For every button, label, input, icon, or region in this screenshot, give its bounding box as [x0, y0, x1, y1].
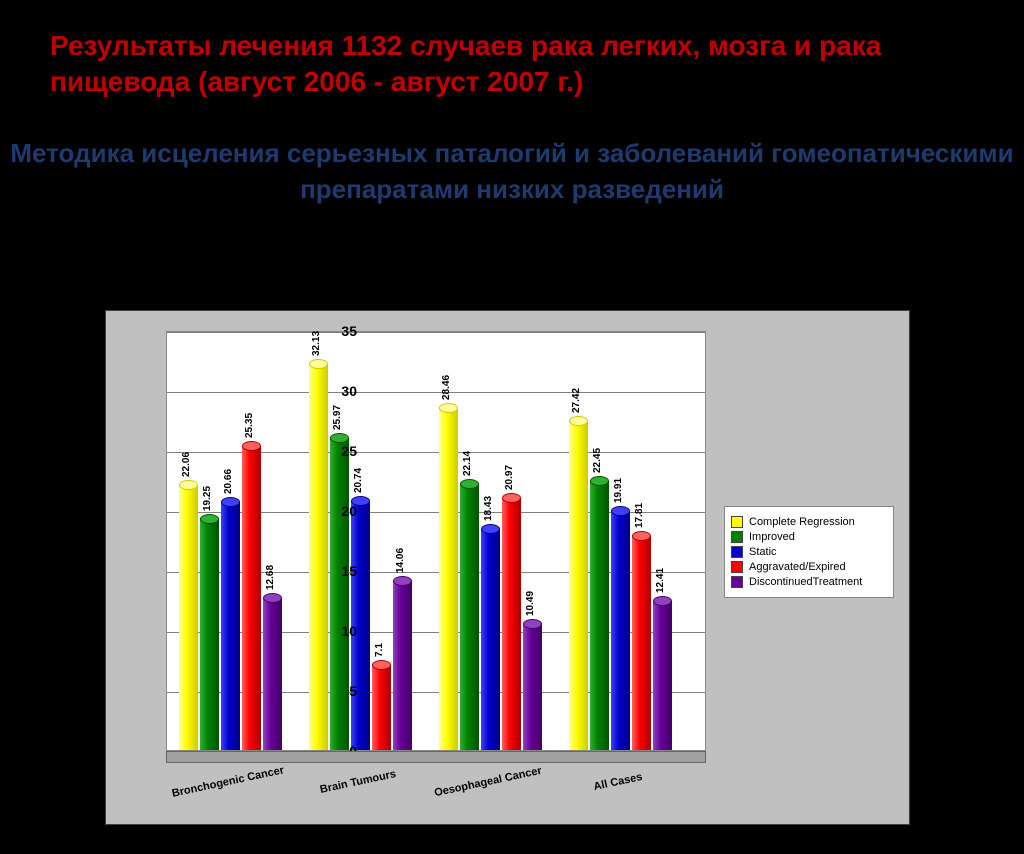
- bar-value-label: 20.97: [504, 465, 515, 490]
- y-tick-label: 10: [317, 623, 357, 639]
- bar: 27.42: [569, 421, 588, 750]
- legend-item: Improved: [731, 531, 887, 543]
- legend-item: Aggravated/Expired: [731, 561, 887, 573]
- bar-value-label: 22.45: [592, 448, 603, 473]
- plot-area: 22.0619.2520.6625.3512.6832.1325.9720.74…: [166, 331, 706, 751]
- bar: 22.06: [179, 485, 198, 750]
- bar-value-label: 22.14: [462, 451, 473, 476]
- bar: 22.14: [460, 484, 479, 750]
- legend-label: Aggravated/Expired: [749, 561, 846, 573]
- bar-value-label: 19.25: [202, 486, 213, 511]
- bar: 12.68: [263, 598, 282, 750]
- legend-label: DiscontinuedTreatment: [749, 576, 862, 588]
- bar-value-label: 20.66: [223, 469, 234, 494]
- y-tick-label: 25: [317, 443, 357, 459]
- legend-swatch: [731, 531, 743, 543]
- bar-value-label: 10.49: [525, 591, 536, 616]
- grid-line: [167, 392, 705, 393]
- bar-value-label: 14.06: [395, 548, 406, 573]
- legend-label: Improved: [749, 531, 795, 543]
- bar: 20.66: [221, 502, 240, 750]
- x-category-label: Oesophageal Cancer: [428, 764, 548, 801]
- legend: Complete Regression Improved Static Aggrava…: [724, 506, 894, 598]
- grid-line: [167, 332, 705, 333]
- bar: 10.49: [523, 624, 542, 750]
- bar: 7.1: [372, 665, 391, 750]
- bar: 19.91: [611, 511, 630, 750]
- bar: 20.97: [502, 498, 521, 750]
- bar-value-label: 12.68: [265, 565, 276, 590]
- y-tick-label: 5: [317, 683, 357, 699]
- bar-value-label: 12.41: [655, 568, 666, 593]
- chart-container: 22.0619.2520.6625.3512.6832.1325.9720.74…: [105, 310, 910, 825]
- legend-label: Complete Regression: [749, 516, 855, 528]
- bar-value-label: 7.1: [374, 643, 385, 657]
- y-tick-label: 35: [317, 323, 357, 339]
- y-tick-label: 20: [317, 503, 357, 519]
- legend-swatch: [731, 561, 743, 573]
- x-axis-base: [166, 751, 706, 763]
- legend-swatch: [731, 576, 743, 588]
- x-category-label: Bronchogenic Cancer: [168, 764, 288, 801]
- bar-value-label: 25.97: [332, 405, 343, 430]
- bar-value-label: 27.42: [571, 388, 582, 413]
- bar-value-label: 19.91: [613, 478, 624, 503]
- bar: 12.41: [653, 601, 672, 750]
- bar: 28.46: [439, 408, 458, 750]
- bar: 22.45: [590, 481, 609, 750]
- bar-value-label: 22.06: [181, 452, 192, 477]
- x-category-label: Brain Tumours: [298, 764, 418, 801]
- bar-value-label: 18.43: [483, 496, 494, 521]
- x-category-label: All Cases: [558, 764, 678, 801]
- bar: 14.06: [393, 581, 412, 750]
- bar: 18.43: [481, 529, 500, 750]
- bar: 17.81: [632, 536, 651, 750]
- bar-value-label: 28.46: [441, 375, 452, 400]
- legend-item: Static: [731, 546, 887, 558]
- legend-label: Static: [749, 546, 777, 558]
- legend-swatch: [731, 546, 743, 558]
- bar-value-label: 20.74: [353, 468, 364, 493]
- bar: 19.25: [200, 519, 219, 750]
- bar: 25.97: [330, 438, 349, 750]
- bar: 25.35: [242, 446, 261, 750]
- bar-value-label: 17.81: [634, 503, 645, 528]
- y-tick-label: 30: [317, 383, 357, 399]
- title-red: Результаты лечения 1132 случаев рака лег…: [50, 28, 984, 101]
- title-blue: Методика исцеления серьезных паталогий и…: [0, 135, 1024, 208]
- legend-swatch: [731, 516, 743, 528]
- y-tick-label: 15: [317, 563, 357, 579]
- bar-value-label: 25.35: [244, 413, 255, 438]
- legend-item: Complete Regression: [731, 516, 887, 528]
- legend-item: DiscontinuedTreatment: [731, 576, 887, 588]
